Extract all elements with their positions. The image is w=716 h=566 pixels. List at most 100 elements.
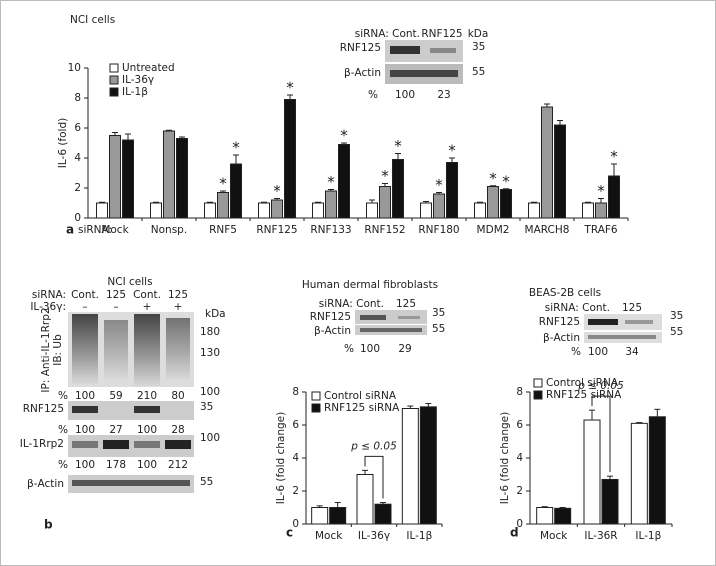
y-tick-label: 0 <box>292 518 299 530</box>
x-tick-label: RNF125 <box>256 224 297 236</box>
band <box>360 315 386 320</box>
blot-strip <box>68 401 194 420</box>
blot-header: siRNA: Cont. <box>545 302 610 314</box>
y-axis-label: IL-6 (fold change) <box>499 412 511 504</box>
blot-label: IB: Ub <box>52 334 64 366</box>
p-value: p ≤ 0.05 <box>350 440 397 452</box>
bar <box>374 503 392 525</box>
percent: 34 <box>625 346 639 358</box>
y-tick-label: 8 <box>292 386 299 398</box>
y-tick-label: 4 <box>74 152 81 164</box>
x-tick-label: TRAF6 <box>583 224 618 236</box>
bar <box>554 507 572 525</box>
x-tick-label: RNF152 <box>364 224 405 236</box>
percent: 100 <box>75 424 95 436</box>
percent: 23 <box>437 89 450 101</box>
bar <box>122 139 134 219</box>
y-axis-label: IL-6 (fold change) <box>275 412 287 504</box>
percent: % <box>368 89 378 101</box>
marker: 35 <box>200 401 213 413</box>
y-tick-label: 0 <box>74 212 81 224</box>
y-tick-label: 8 <box>74 92 81 104</box>
bracket <box>364 455 384 499</box>
percent: 212 <box>168 459 188 471</box>
marker: 35 <box>432 307 445 319</box>
blot-header: siRNA: Cont. <box>355 28 420 40</box>
lane: Cont. <box>71 289 99 301</box>
lane: – <box>113 301 118 313</box>
percent: 59 <box>109 390 122 402</box>
panel-letter: a <box>66 223 74 237</box>
legend-swatch <box>533 390 543 400</box>
percent: 178 <box>106 459 126 471</box>
bar <box>401 408 419 525</box>
band <box>588 335 656 339</box>
blot-header: siRNA: Cont. <box>319 298 384 310</box>
x-tick-label: Mock <box>101 224 129 236</box>
blot-title: Human dermal fibroblasts <box>302 279 438 291</box>
bar <box>474 202 486 219</box>
percent: 100 <box>75 390 95 402</box>
percent: % <box>58 459 68 471</box>
legend-swatch <box>109 87 119 97</box>
y-tick-label: 0 <box>516 518 523 530</box>
bar <box>96 202 108 219</box>
band <box>390 70 458 77</box>
lane: + <box>143 301 152 313</box>
blot-b: NCI cells siRNA: Cont. 125 Cont. 125 IL-… <box>20 276 226 532</box>
significance: * <box>273 182 281 200</box>
y-tick-label: 2 <box>74 182 81 194</box>
significance: * <box>502 172 510 190</box>
blot-unit: kDa <box>205 308 226 320</box>
x-tick-label: Nonsp. <box>151 224 187 236</box>
significance: * <box>327 173 335 191</box>
bar <box>325 190 337 219</box>
bar <box>271 199 283 219</box>
significance: * <box>489 169 497 187</box>
band <box>134 441 160 448</box>
legend-label: IL-1β <box>122 86 148 98</box>
blot-lane: RNF125 <box>421 28 462 40</box>
bar <box>176 138 188 219</box>
panel-letter: c <box>286 526 293 540</box>
percent: % <box>58 424 68 436</box>
bar <box>258 202 270 219</box>
bar <box>582 202 594 219</box>
percent: 100 <box>137 424 157 436</box>
bar <box>608 175 620 219</box>
blot-label: IP: Anti-IL-1Rrp2 <box>40 307 52 392</box>
bar <box>419 406 437 525</box>
blot-strip <box>584 314 662 330</box>
x-tick-label: RNF180 <box>418 224 459 236</box>
bar <box>329 507 347 525</box>
marker: 55 <box>432 323 445 335</box>
bar <box>284 99 296 219</box>
blot-strip <box>68 435 194 457</box>
bar <box>433 193 445 219</box>
legend-swatch <box>311 403 321 413</box>
band <box>166 318 190 380</box>
blot-label: siRNA: <box>32 289 66 301</box>
blot-unit: kDa <box>468 28 489 40</box>
bar <box>109 135 121 219</box>
legend-swatch <box>109 63 119 73</box>
lane: 125 <box>106 289 126 301</box>
percent: 100 <box>360 343 380 355</box>
x-tick-label: MDM2 <box>477 224 510 236</box>
bar <box>446 162 458 219</box>
significance: * <box>232 139 240 157</box>
chart-title: NCI cells <box>70 14 115 26</box>
bar <box>554 124 566 219</box>
x-tick-label: Mock <box>540 530 568 542</box>
bar <box>541 106 553 219</box>
bar <box>536 507 554 525</box>
bar <box>595 202 607 219</box>
percent: 100 <box>395 89 415 101</box>
bar <box>366 202 378 219</box>
percent: 100 <box>75 459 95 471</box>
legend-label: Control siRNA <box>324 390 397 402</box>
legend-label: Control siRNA <box>546 377 619 389</box>
lane: 125 <box>168 289 188 301</box>
legend-label: IL-36γ <box>122 74 154 86</box>
